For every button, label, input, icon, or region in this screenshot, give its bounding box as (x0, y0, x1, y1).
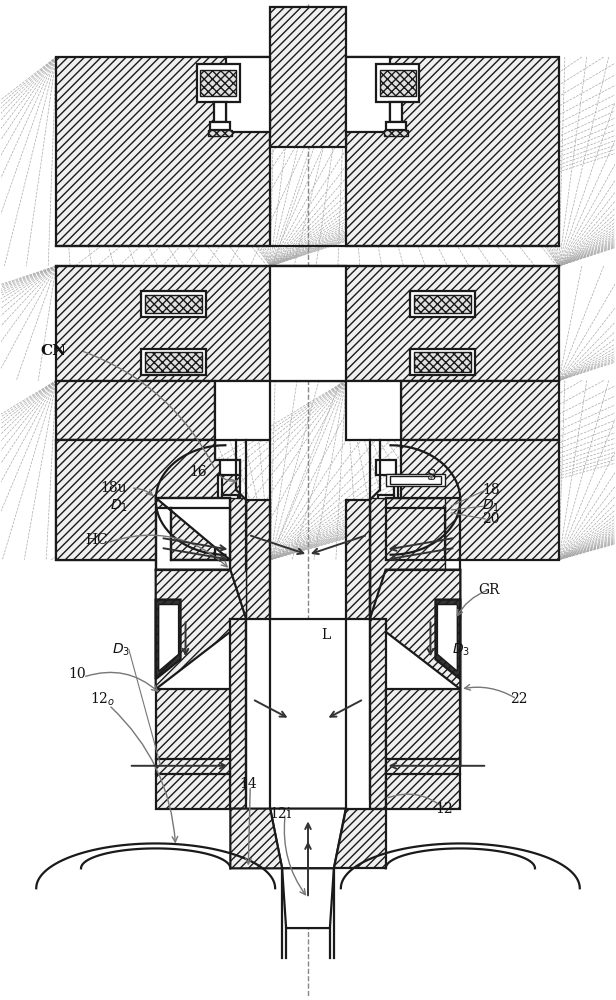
Polygon shape (346, 381, 400, 440)
Text: 16: 16 (190, 465, 208, 479)
Polygon shape (208, 130, 232, 136)
Text: S: S (427, 469, 436, 483)
Polygon shape (436, 600, 460, 679)
Polygon shape (400, 440, 559, 560)
Polygon shape (394, 475, 397, 525)
Polygon shape (214, 102, 226, 122)
Polygon shape (386, 689, 460, 809)
Polygon shape (200, 70, 237, 96)
Polygon shape (370, 498, 460, 619)
Polygon shape (156, 689, 230, 809)
Polygon shape (270, 7, 346, 147)
Polygon shape (384, 130, 408, 136)
Polygon shape (219, 507, 240, 515)
Polygon shape (197, 64, 240, 102)
Polygon shape (156, 498, 246, 619)
Text: $D_3$: $D_3$ (452, 641, 471, 658)
Text: 18u: 18u (100, 481, 127, 495)
Polygon shape (56, 381, 216, 440)
Polygon shape (56, 440, 216, 560)
Polygon shape (390, 515, 397, 533)
Polygon shape (159, 605, 179, 671)
Text: 14: 14 (240, 777, 257, 791)
Polygon shape (400, 381, 559, 440)
Polygon shape (376, 64, 419, 102)
Text: $D_1$: $D_1$ (482, 498, 500, 514)
Polygon shape (145, 295, 203, 313)
Polygon shape (56, 57, 270, 246)
Polygon shape (346, 500, 370, 619)
Polygon shape (410, 349, 475, 375)
Polygon shape (156, 498, 230, 570)
Polygon shape (413, 295, 471, 313)
Polygon shape (141, 349, 206, 375)
Polygon shape (56, 266, 559, 381)
Polygon shape (221, 460, 240, 475)
Polygon shape (246, 500, 270, 619)
Polygon shape (270, 619, 346, 809)
Text: $D_3$: $D_3$ (112, 641, 130, 658)
Polygon shape (145, 352, 203, 372)
Polygon shape (230, 619, 246, 809)
Polygon shape (219, 515, 226, 533)
Polygon shape (219, 533, 240, 541)
Polygon shape (334, 809, 386, 868)
Text: L: L (322, 628, 331, 642)
Text: 18: 18 (482, 483, 500, 497)
Polygon shape (156, 600, 180, 679)
Polygon shape (282, 868, 334, 928)
Text: CN: CN (40, 344, 66, 358)
Text: 10: 10 (68, 667, 86, 681)
Polygon shape (346, 57, 559, 246)
Polygon shape (376, 533, 397, 541)
Text: 12i: 12i (269, 807, 291, 821)
Polygon shape (390, 476, 442, 484)
Polygon shape (211, 122, 230, 130)
Polygon shape (376, 507, 397, 515)
Polygon shape (156, 570, 246, 689)
Polygon shape (376, 460, 395, 475)
Text: GR: GR (479, 583, 500, 597)
Text: 12: 12 (436, 802, 453, 816)
Polygon shape (216, 381, 270, 440)
Polygon shape (226, 57, 270, 132)
Text: 12$_o$: 12$_o$ (91, 690, 116, 708)
Polygon shape (379, 70, 416, 96)
Polygon shape (410, 291, 475, 317)
Polygon shape (222, 495, 238, 507)
Polygon shape (370, 570, 460, 689)
Polygon shape (230, 809, 282, 868)
Polygon shape (141, 291, 206, 317)
Polygon shape (370, 619, 386, 809)
Text: $D_1$: $D_1$ (110, 498, 128, 514)
Polygon shape (346, 57, 390, 132)
Polygon shape (386, 122, 405, 130)
Polygon shape (437, 605, 457, 671)
Polygon shape (413, 352, 471, 372)
Polygon shape (270, 266, 346, 381)
Polygon shape (270, 809, 346, 868)
Text: HC: HC (86, 533, 108, 547)
Text: 22: 22 (510, 692, 528, 706)
Text: 20: 20 (482, 512, 500, 526)
Polygon shape (390, 102, 402, 122)
Polygon shape (56, 440, 240, 560)
Polygon shape (378, 495, 394, 507)
Polygon shape (386, 474, 445, 486)
Polygon shape (219, 475, 222, 525)
